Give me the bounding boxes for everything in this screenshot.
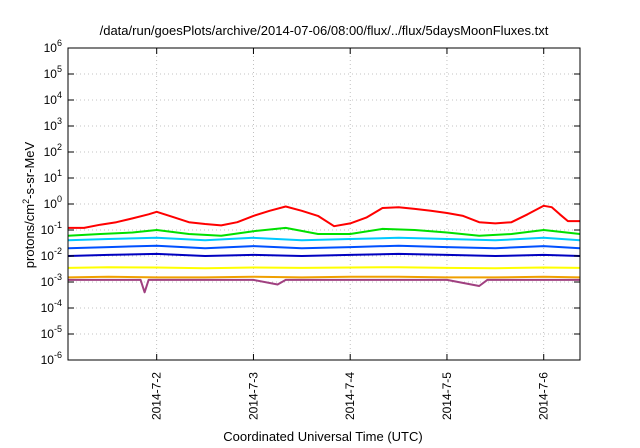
y-tick-exponent: -1 bbox=[54, 220, 62, 230]
y-tick-base: 10 bbox=[41, 223, 55, 237]
y-tick-exponent: 0 bbox=[57, 194, 62, 204]
y-tick-label: 106 bbox=[44, 38, 62, 55]
x-axis-title: Coordinated Universal Time (UTC) bbox=[223, 429, 422, 444]
y-tick-label: 102 bbox=[44, 142, 62, 159]
y-tick-exponent: -4 bbox=[54, 298, 62, 308]
y-tick-base: 10 bbox=[41, 327, 55, 341]
svg-text:protons/cm2-s-sr-MeV: protons/cm2-s-sr-MeV bbox=[21, 141, 37, 268]
y-axis-title-base: protons/cm bbox=[22, 204, 37, 268]
y-tick-exponent: -5 bbox=[54, 324, 62, 334]
y-tick-label: 10-1 bbox=[41, 220, 62, 237]
series-line bbox=[67, 244, 581, 250]
y-tick-label: 103 bbox=[44, 116, 62, 133]
series-line bbox=[67, 252, 581, 257]
y-tick-base: 10 bbox=[44, 171, 58, 185]
y-tick-base: 10 bbox=[44, 67, 58, 81]
y-tick-exponent: -6 bbox=[54, 350, 62, 360]
series-line bbox=[67, 266, 581, 270]
y-axis-title: protons/cm2-s-sr-MeV bbox=[21, 141, 37, 268]
y-tick-exponent: 2 bbox=[57, 142, 62, 152]
x-tick-label: 2014-7-4 bbox=[343, 372, 357, 420]
axis-ticks: 10-610-510-410-310-210-11001011021031041… bbox=[41, 38, 580, 420]
y-tick-label: 105 bbox=[44, 64, 62, 81]
y-tick-exponent: -3 bbox=[54, 272, 62, 282]
y-tick-label: 10-6 bbox=[41, 350, 62, 367]
x-tick-label: 2014-7-2 bbox=[150, 372, 164, 420]
y-tick-exponent: 4 bbox=[57, 90, 62, 100]
y-tick-label: 10-3 bbox=[41, 272, 62, 289]
x-tick-label: 2014-7-6 bbox=[537, 372, 551, 420]
series-line bbox=[67, 236, 581, 242]
y-axis-title-superscript: 2 bbox=[21, 199, 31, 204]
y-tick-label: 10-2 bbox=[41, 246, 62, 263]
y-tick-label: 10-4 bbox=[41, 298, 62, 315]
y-tick-exponent: 6 bbox=[57, 38, 62, 48]
series-line bbox=[68, 204, 580, 229]
y-tick-base: 10 bbox=[41, 249, 55, 263]
y-tick-base: 10 bbox=[41, 353, 55, 367]
y-tick-base: 10 bbox=[41, 301, 55, 315]
series-lines bbox=[67, 204, 581, 294]
y-tick-base: 10 bbox=[44, 93, 58, 107]
y-tick-base: 10 bbox=[44, 145, 58, 159]
y-tick-exponent: 1 bbox=[57, 168, 62, 178]
y-tick-base: 10 bbox=[41, 275, 55, 289]
y-tick-base: 10 bbox=[44, 119, 58, 133]
y-tick-exponent: 5 bbox=[57, 64, 62, 74]
grid-lines bbox=[68, 48, 580, 360]
y-tick-label: 101 bbox=[44, 168, 62, 185]
series-line bbox=[67, 275, 581, 279]
x-tick-label: 2014-7-3 bbox=[246, 372, 260, 420]
y-tick-label: 100 bbox=[44, 194, 62, 211]
series-line bbox=[68, 278, 580, 294]
y-tick-base: 10 bbox=[44, 41, 58, 55]
series-line bbox=[67, 226, 581, 237]
chart-title: /data/run/goesPlots/archive/2014-07-06/0… bbox=[100, 23, 549, 38]
y-tick-label: 104 bbox=[44, 90, 62, 107]
y-tick-base: 10 bbox=[44, 197, 58, 211]
x-tick-label: 2014-7-5 bbox=[440, 372, 454, 420]
y-axis-title-suffix: -s-sr-MeV bbox=[22, 141, 37, 198]
y-tick-exponent: 3 bbox=[57, 116, 62, 126]
y-tick-label: 10-5 bbox=[41, 324, 62, 341]
y-tick-exponent: -2 bbox=[54, 246, 62, 256]
